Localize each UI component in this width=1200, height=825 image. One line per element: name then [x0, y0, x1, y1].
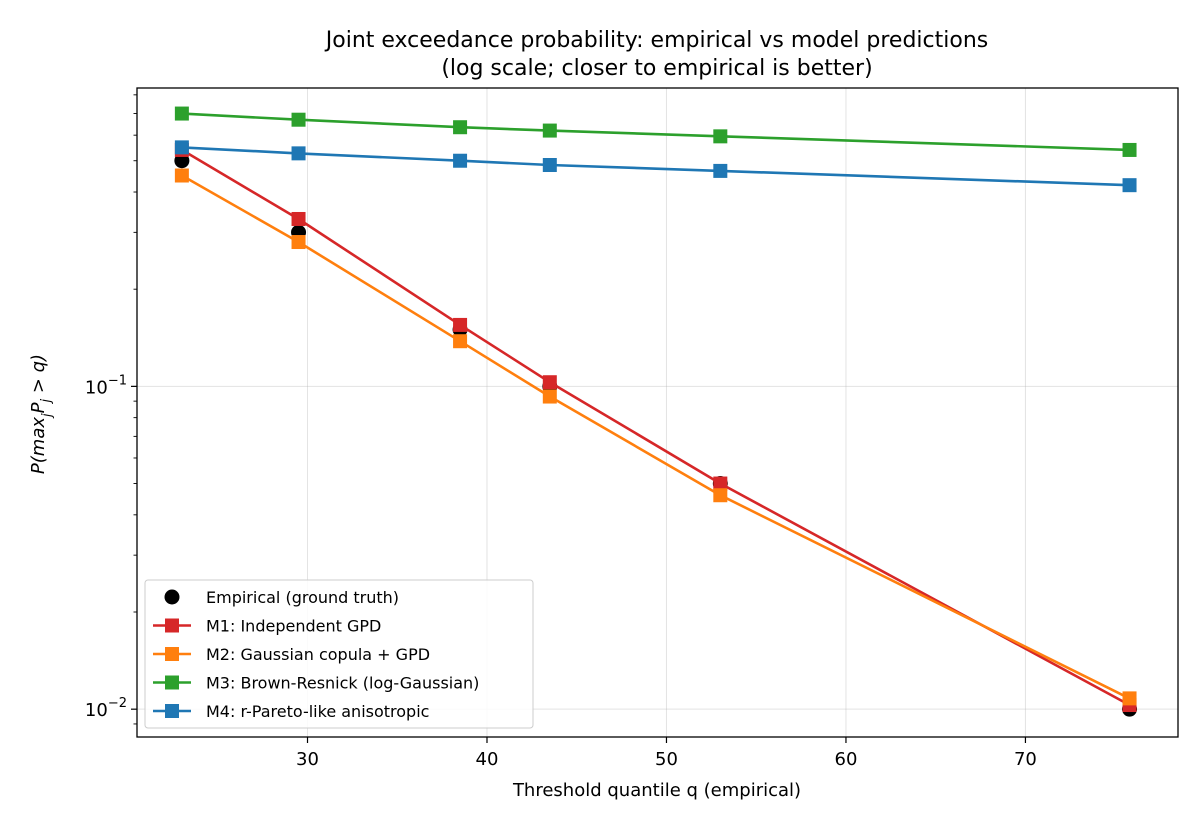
series-2-point — [291, 235, 306, 250]
series-1-point — [542, 375, 557, 390]
legend-item-1-marker — [165, 618, 179, 633]
series-2-line — [181, 174, 1131, 700]
y-axis: 10−2 10−1 — [85, 94, 137, 725]
legend-item-2-marker — [165, 647, 179, 661]
x-axis-label: Threshold quantile q (empirical) — [512, 780, 801, 801]
series-3-point — [1122, 142, 1137, 157]
series-3-line — [181, 112, 1130, 152]
x-tick-label: 40 — [476, 749, 499, 770]
series-4-point — [542, 158, 557, 173]
series-4-point — [291, 146, 306, 161]
series-2-point — [713, 488, 728, 503]
series-4-point — [713, 163, 728, 178]
chart-subtitle: (log scale; closer to empirical is bette… — [441, 56, 872, 81]
series-3-point — [291, 112, 306, 127]
series-4-point — [174, 140, 189, 155]
series-1-point — [291, 211, 306, 226]
x-tick-label: 70 — [1014, 749, 1037, 770]
legend-item-3-label: M3: Brown-Resnick (log-Gaussian) — [206, 674, 479, 693]
x-tick-label: 60 — [835, 749, 858, 770]
series-3-point — [542, 123, 557, 138]
series-4-point — [453, 153, 468, 168]
legend-box — [144, 579, 534, 729]
axes-frame — [136, 87, 1179, 738]
legend-item-1: M1: Independent GPD — [153, 617, 381, 636]
series-3-point — [453, 120, 468, 135]
series-layer — [174, 106, 1138, 717]
chart-title: Joint exceedance probability: empirical … — [324, 28, 988, 53]
legend-item-2: M2: Gaussian copula + GPD — [153, 645, 430, 664]
legend-item-4: M4: r-Pareto-like anisotropic — [153, 702, 429, 721]
series-3-point — [713, 129, 728, 144]
legend-item-0-label: Empirical (ground truth) — [206, 588, 399, 607]
legend-item-3: M3: Brown-Resnick (log-Gaussian) — [153, 674, 479, 693]
series-2 — [174, 168, 1137, 706]
series-1-point — [453, 317, 468, 332]
legend-item-0-marker — [164, 589, 180, 605]
series-2-point — [453, 334, 468, 349]
series-2-point — [174, 168, 189, 183]
series-2-point — [542, 389, 557, 404]
x-tick-label: 50 — [655, 749, 678, 770]
series-4-line — [181, 146, 1130, 187]
legend-item-1-label: M1: Independent GPD — [206, 617, 381, 636]
series-2-point — [1122, 691, 1137, 706]
legend-item-4-label: M4: r-Pareto-like anisotropic — [206, 702, 429, 721]
legend-item-0: Empirical (ground truth) — [164, 588, 399, 607]
legend-item-2-label: M2: Gaussian copula + GPD — [206, 645, 430, 664]
series-4-point — [1122, 178, 1137, 193]
y-tick-label: 10−1 — [85, 373, 127, 398]
y-axis-label: P(maxjPj > q) — [28, 354, 55, 474]
legend-item-3-marker — [165, 675, 179, 690]
legend-item-4-marker — [165, 704, 179, 718]
series-3 — [174, 106, 1137, 157]
y-tick-label: 10−2 — [85, 696, 127, 721]
series-1-line — [181, 148, 1131, 707]
x-tick-label: 30 — [296, 749, 319, 770]
series-4 — [174, 140, 1137, 193]
legend: Empirical (ground truth) M1: Independent … — [144, 579, 534, 729]
series-0-point — [174, 153, 190, 169]
x-axis: 30 40 50 60 70 — [296, 737, 1037, 770]
series-1-point — [713, 476, 728, 491]
series-3-point — [174, 106, 189, 121]
